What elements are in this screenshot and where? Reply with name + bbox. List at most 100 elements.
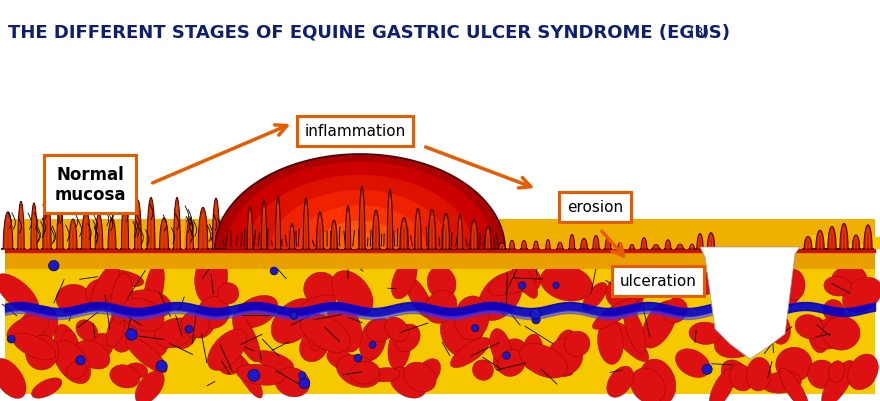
- Polygon shape: [246, 207, 254, 249]
- Polygon shape: [386, 190, 394, 249]
- Text: (3): (3): [685, 25, 709, 39]
- Ellipse shape: [493, 339, 526, 373]
- Ellipse shape: [689, 322, 722, 344]
- Ellipse shape: [709, 368, 736, 401]
- Ellipse shape: [478, 273, 522, 321]
- Ellipse shape: [350, 361, 379, 384]
- Polygon shape: [227, 162, 494, 249]
- Ellipse shape: [664, 298, 687, 323]
- Ellipse shape: [730, 365, 753, 391]
- Polygon shape: [695, 234, 705, 249]
- Polygon shape: [591, 236, 600, 249]
- Polygon shape: [862, 225, 874, 249]
- Ellipse shape: [235, 296, 278, 328]
- Polygon shape: [223, 221, 235, 249]
- Ellipse shape: [782, 269, 805, 300]
- Polygon shape: [520, 241, 528, 249]
- Ellipse shape: [0, 358, 26, 398]
- Ellipse shape: [451, 338, 490, 368]
- Ellipse shape: [108, 306, 137, 352]
- Ellipse shape: [336, 355, 380, 387]
- Polygon shape: [247, 176, 473, 249]
- Ellipse shape: [722, 360, 749, 388]
- Ellipse shape: [523, 334, 543, 370]
- Ellipse shape: [832, 266, 867, 293]
- Circle shape: [370, 342, 376, 348]
- Ellipse shape: [823, 316, 860, 350]
- Text: ulceration: ulceration: [620, 274, 696, 289]
- Ellipse shape: [720, 271, 745, 297]
- Ellipse shape: [427, 267, 456, 300]
- Ellipse shape: [216, 349, 242, 375]
- Polygon shape: [851, 235, 862, 249]
- Ellipse shape: [762, 372, 802, 393]
- Text: Normal
mucosa: Normal mucosa: [55, 165, 126, 204]
- Ellipse shape: [232, 352, 262, 398]
- Ellipse shape: [564, 331, 590, 356]
- Ellipse shape: [87, 333, 114, 360]
- Ellipse shape: [85, 279, 117, 308]
- Ellipse shape: [66, 362, 87, 379]
- Polygon shape: [334, 232, 386, 249]
- Ellipse shape: [91, 264, 120, 310]
- Ellipse shape: [208, 329, 246, 371]
- Ellipse shape: [403, 362, 436, 392]
- Ellipse shape: [425, 291, 457, 324]
- Ellipse shape: [217, 283, 238, 304]
- Polygon shape: [814, 231, 826, 249]
- Ellipse shape: [394, 324, 420, 352]
- Ellipse shape: [54, 341, 91, 384]
- Ellipse shape: [531, 347, 573, 376]
- Polygon shape: [398, 218, 410, 249]
- Polygon shape: [5, 219, 875, 249]
- Ellipse shape: [309, 321, 323, 351]
- Polygon shape: [158, 219, 171, 249]
- Ellipse shape: [823, 300, 844, 322]
- Polygon shape: [5, 269, 875, 394]
- Polygon shape: [172, 198, 182, 249]
- Ellipse shape: [473, 360, 494, 381]
- Ellipse shape: [126, 363, 148, 378]
- Ellipse shape: [392, 260, 417, 299]
- Ellipse shape: [390, 367, 427, 398]
- Ellipse shape: [17, 306, 58, 350]
- Ellipse shape: [845, 364, 874, 387]
- Text: erosion: erosion: [567, 200, 623, 215]
- Ellipse shape: [237, 364, 284, 385]
- Ellipse shape: [26, 335, 59, 370]
- Ellipse shape: [512, 261, 538, 299]
- Ellipse shape: [583, 283, 607, 311]
- Ellipse shape: [498, 350, 525, 377]
- Ellipse shape: [111, 273, 133, 324]
- Ellipse shape: [824, 277, 851, 296]
- Ellipse shape: [715, 323, 765, 358]
- Circle shape: [185, 326, 193, 333]
- Polygon shape: [838, 224, 850, 249]
- Ellipse shape: [780, 368, 809, 401]
- Ellipse shape: [155, 318, 194, 348]
- Polygon shape: [651, 245, 661, 249]
- Polygon shape: [700, 247, 800, 359]
- Polygon shape: [120, 196, 130, 249]
- Ellipse shape: [610, 322, 649, 362]
- Ellipse shape: [607, 367, 634, 397]
- Ellipse shape: [642, 301, 677, 348]
- Circle shape: [298, 372, 305, 379]
- Ellipse shape: [847, 354, 878, 390]
- Ellipse shape: [56, 285, 92, 314]
- Circle shape: [270, 267, 278, 275]
- Ellipse shape: [326, 349, 357, 371]
- Polygon shape: [556, 243, 564, 249]
- Ellipse shape: [746, 357, 771, 391]
- Circle shape: [702, 364, 712, 375]
- Polygon shape: [509, 241, 516, 249]
- Ellipse shape: [776, 347, 812, 382]
- Polygon shape: [640, 238, 649, 249]
- Ellipse shape: [299, 329, 329, 362]
- Polygon shape: [237, 207, 247, 249]
- Polygon shape: [293, 206, 427, 249]
- Polygon shape: [329, 221, 339, 249]
- Polygon shape: [370, 211, 381, 249]
- Ellipse shape: [842, 277, 880, 312]
- Ellipse shape: [624, 306, 646, 353]
